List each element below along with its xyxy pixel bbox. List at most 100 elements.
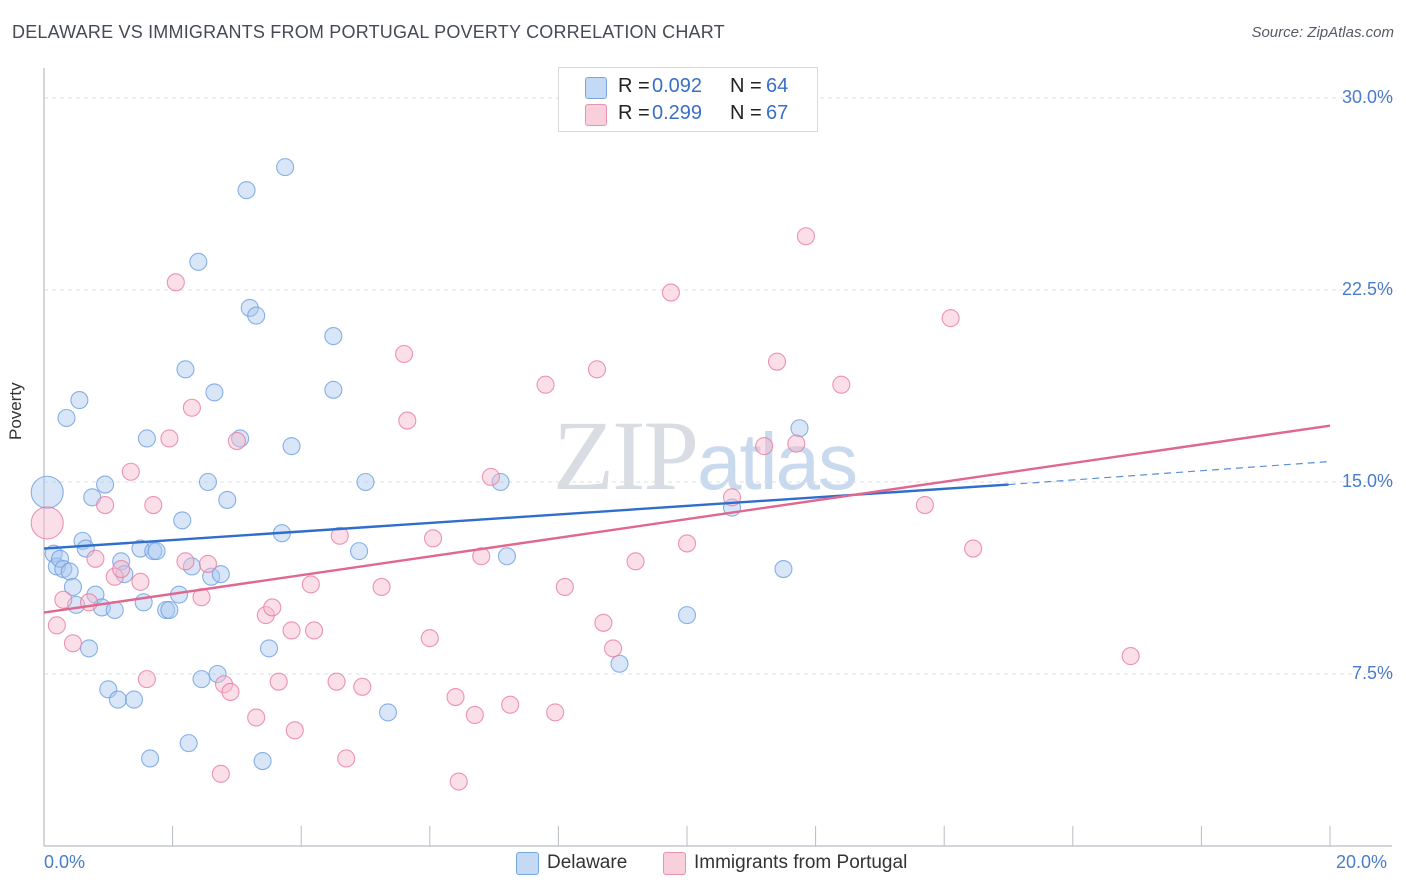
portugal-point: [285, 721, 304, 740]
delaware-point: [253, 751, 272, 771]
portugal-point: [395, 344, 414, 364]
portugal-point: [121, 462, 140, 481]
y-tick-label: 7.5%: [1351, 663, 1393, 683]
bottom-legend-label-portugal: Immigrants from Portugal: [694, 852, 908, 873]
portugal-point: [398, 411, 417, 430]
delaware-point: [218, 490, 237, 509]
portugal-point: [330, 526, 349, 545]
delaware-point: [247, 306, 266, 325]
portugal-point: [105, 567, 124, 586]
portugal-point: [423, 529, 443, 548]
legend-n-label: N =: [730, 75, 762, 97]
portugal-point: [536, 375, 555, 394]
legend-r-value: 0.092: [652, 75, 703, 97]
portugal-point: [594, 613, 613, 632]
delaware-point: [79, 639, 99, 658]
y-tick-label: 22.5%: [1341, 279, 1393, 299]
bottom-legend-swatch-delaware: [516, 852, 539, 875]
delaware-point: [57, 408, 76, 428]
delaware-point: [378, 703, 398, 722]
portugal-trend-line: [43, 424, 1331, 614]
portugal-point: [263, 598, 282, 617]
source-label: Source: ZipAtlas.com: [1251, 24, 1394, 41]
delaware-point: [677, 606, 697, 625]
legend-n-value: 67: [766, 102, 789, 124]
delaware-point: [60, 562, 79, 581]
delaware-point: [356, 472, 375, 492]
portugal-point: [941, 309, 960, 328]
data-points: [30, 158, 1140, 791]
y-axis-label: Poverty: [6, 382, 25, 440]
portugal-point: [337, 749, 356, 768]
portugal-point: [604, 639, 623, 658]
portugal-point: [227, 431, 246, 451]
watermark-zip: ZIP: [553, 400, 699, 511]
portugal-point: [160, 429, 179, 448]
portugal-point: [305, 621, 324, 640]
portugal-point: [47, 616, 66, 635]
delaware-point: [240, 298, 259, 317]
delaware-point: [790, 419, 809, 438]
delaware-point: [70, 391, 89, 410]
portugal-point: [501, 695, 520, 714]
portugal-point: [137, 670, 156, 689]
legend: R = 0.092 N = 64 R = 0.299 N = 67: [558, 67, 818, 132]
delaware-point: [497, 547, 517, 566]
portugal-point: [63, 634, 82, 653]
x-tick-label-min: 0.0%: [44, 852, 86, 872]
portugal-point: [465, 705, 484, 725]
portugal-point: [587, 360, 607, 379]
portugal-point: [214, 675, 234, 694]
portugal-point: [176, 552, 195, 571]
delaware-point: [350, 542, 369, 561]
portugal-point: [964, 539, 983, 558]
delaware-point: [147, 542, 166, 561]
portugal-point: [767, 352, 787, 371]
delaware-point: [491, 472, 510, 492]
delaware-trend-extension: [1008, 460, 1331, 486]
portugal-point: [247, 708, 266, 727]
portugal-point: [86, 549, 105, 568]
portugal-point: [256, 606, 275, 625]
portugal-point: [1121, 647, 1140, 666]
portugal-point: [198, 554, 218, 573]
delaware-point: [63, 577, 82, 597]
watermark-atlas: atlas: [697, 417, 858, 506]
delaware-point: [610, 654, 629, 673]
portugal-point: [112, 559, 131, 579]
legend-swatch-delaware: [585, 77, 607, 99]
bottom-legend-label-delaware: Delaware: [547, 852, 628, 873]
legend-r-label: R =: [618, 102, 650, 124]
watermark: ZIPatlas: [553, 398, 858, 513]
x-tick-label-max: 20.0%: [1336, 852, 1388, 872]
delaware-point: [324, 380, 343, 399]
delaware-point: [96, 475, 115, 494]
delaware-point: [137, 429, 156, 448]
legend-swatch-portugal: [585, 104, 607, 126]
delaware-point: [30, 475, 64, 509]
bottom-legend-swatch-portugal: [663, 852, 686, 875]
portugal-point: [481, 467, 500, 486]
portugal-point: [420, 629, 439, 648]
trend-lines: [43, 424, 1331, 614]
portugal-point: [472, 547, 491, 566]
portugal-point: [282, 621, 301, 640]
legend-n-value: 64: [766, 75, 789, 97]
portugal-point: [144, 495, 163, 515]
delaware-point: [211, 565, 230, 584]
portugal-point: [327, 672, 346, 691]
delaware-point: [179, 734, 198, 753]
portugal-point: [787, 434, 806, 453]
delaware-point: [176, 360, 195, 379]
delaware-point: [173, 511, 192, 530]
delaware-point: [124, 690, 144, 709]
delaware-point: [774, 559, 793, 579]
delaware-point: [108, 690, 127, 709]
portugal-point: [353, 677, 372, 696]
delaware-point: [231, 429, 250, 448]
delaware-point: [237, 181, 256, 200]
delaware-point: [205, 383, 224, 402]
portugal-point: [449, 772, 468, 791]
y-tick-label: 30.0%: [1341, 87, 1393, 107]
portugal-point: [301, 575, 320, 594]
